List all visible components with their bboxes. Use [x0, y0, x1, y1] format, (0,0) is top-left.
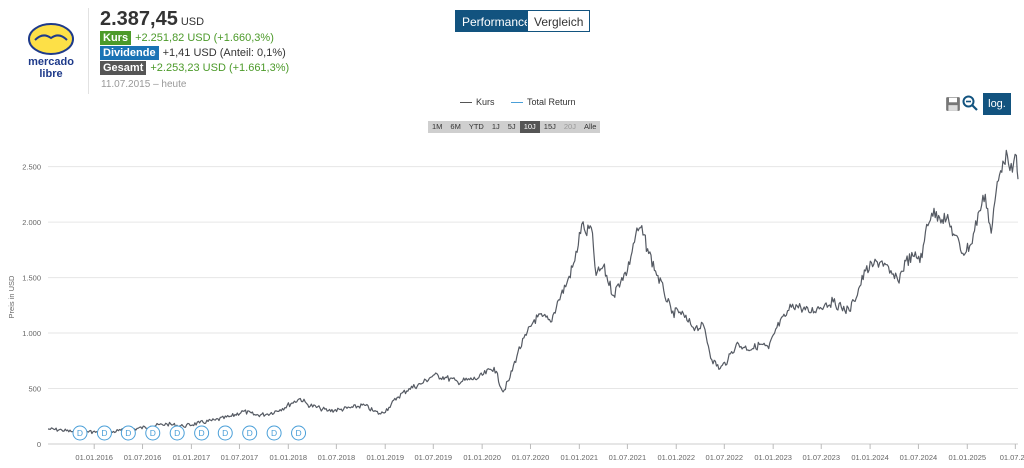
logo: mercado libre — [28, 23, 74, 80]
period-label: 11.07.2015 – heute — [101, 79, 187, 90]
dividend-marker[interactable] — [145, 425, 161, 441]
logo-text-2: libre — [39, 68, 62, 80]
legend-total-return[interactable]: Total Return — [511, 97, 576, 107]
x-tick-label: 01.07.2022 — [706, 453, 744, 462]
x-tick-label: 01.01.2025 — [949, 453, 987, 462]
range-button-15j[interactable]: 15J — [543, 122, 556, 131]
current-price: 2.387,45 USD — [100, 8, 205, 30]
range-button-1j[interactable]: 1J — [491, 122, 500, 131]
x-tick-label: 01.01.2020 — [463, 453, 501, 462]
dividend-marker-label: D — [125, 428, 131, 438]
y-tick-label: 2.000 — [22, 218, 41, 227]
log-scale-button[interactable]: log. — [983, 93, 1011, 115]
dividend-marker-label: D — [77, 428, 83, 438]
x-tick-label: 01.01.2017 — [173, 453, 211, 462]
performance-button[interactable]: Performance — [455, 10, 538, 32]
dividende-badge: Dividende — [100, 46, 159, 60]
dividend-marker[interactable] — [72, 425, 88, 441]
x-tick-label: 01.07.2020 — [512, 453, 550, 462]
kurs-series-line — [47, 149, 1019, 436]
x-tick-label: 01.07.2019 — [415, 453, 453, 462]
dividende-row: Dividende +1,41 USD (Anteil: 0,1%) — [100, 46, 286, 60]
dividend-marker-label: D — [101, 428, 107, 438]
range-button-6m[interactable]: 6M — [450, 122, 461, 131]
price-currency: USD — [180, 16, 205, 28]
dividend-marker[interactable] — [194, 425, 210, 441]
range-button-ytd[interactable]: YTD — [468, 122, 484, 131]
vergleich-button[interactable]: Vergleich — [527, 10, 591, 32]
logo-hands — [34, 34, 68, 41]
range-selector: 1M 6M YTD 1J 5J 10J 15J 20J Alle — [428, 121, 601, 133]
y-tick-label: 2.500 — [22, 163, 41, 172]
y-tick-label: 1.000 — [22, 329, 41, 338]
dividend-marker-label: D — [199, 428, 205, 438]
y-tick-label: 1.500 — [22, 274, 41, 283]
dividend-marker-label: D — [150, 428, 156, 438]
gesamt-value: +2.253,23 USD (+1.661,3%) — [150, 62, 290, 74]
range-button-1m[interactable]: 1M — [432, 122, 443, 131]
dividend-marker-label: D — [247, 428, 253, 438]
kurs-row: Kurs +2.251,82 USD (+1.660,3%) — [100, 31, 274, 45]
x-tick-label: 01.01.2016 — [75, 453, 113, 462]
range-button-5j[interactable]: 5J — [507, 122, 516, 131]
kurs-badge: Kurs — [100, 31, 132, 45]
range-button-10j[interactable]: 10J — [519, 121, 540, 133]
y-tick-label: 500 — [28, 385, 41, 394]
x-tick-label: 01.07.2... — [1000, 453, 1024, 462]
kurs-value: +2.251,82 USD (+1.660,3%) — [135, 32, 274, 44]
dividend-marker-label: D — [271, 428, 277, 438]
y-tick-label: 0 — [37, 440, 41, 449]
x-tick-label: 01.07.2016 — [124, 453, 162, 462]
dividend-marker[interactable] — [291, 425, 307, 441]
header-divider — [88, 8, 89, 94]
dividende-value: +1,41 USD (Anteil: 0,1%) — [162, 47, 286, 59]
x-tick-label: 01.01.2019 — [366, 453, 404, 462]
zoom-out-icon[interactable] — [962, 95, 978, 111]
range-button-alle[interactable]: Alle — [583, 122, 597, 131]
dividend-marker-label: D — [295, 428, 301, 438]
dividend-marker[interactable] — [242, 425, 258, 441]
x-tick-label: 01.07.2017 — [221, 453, 259, 462]
x-tick-label: 01.01.2021 — [561, 453, 599, 462]
x-tick-label: 01.07.2024 — [900, 453, 938, 462]
chart-legend: Kurs Total Return — [460, 97, 590, 107]
x-tick-label: 01.07.2023 — [802, 453, 840, 462]
y-axis-label: Preis in USD — [7, 275, 16, 319]
dividend-marker-label: D — [222, 428, 228, 438]
dividend-marker[interactable] — [169, 425, 185, 441]
save-icon[interactable] — [945, 96, 961, 112]
range-button-20j: 20J — [563, 122, 576, 131]
dividend-marker[interactable] — [266, 425, 282, 441]
dividend-marker[interactable] — [120, 425, 136, 441]
x-tick-label: 01.01.2023 — [754, 453, 792, 462]
dividend-marker[interactable] — [217, 425, 233, 441]
gesamt-row: Gesamt +2.253,23 USD (+1.661,3%) — [100, 61, 289, 75]
x-tick-label: 01.01.2022 — [657, 453, 695, 462]
x-tick-label: 01.01.2024 — [851, 453, 889, 462]
x-tick-label: 01.07.2018 — [318, 453, 356, 462]
x-tick-label: 01.01.2018 — [270, 453, 308, 462]
dividend-marker[interactable] — [96, 425, 112, 441]
logo-text-1: mercado — [28, 56, 74, 68]
legend-kurs[interactable]: Kurs — [460, 97, 495, 107]
gesamt-badge: Gesamt — [100, 61, 147, 75]
x-tick-label: 01.07.2021 — [609, 453, 647, 462]
dividend-marker-label: D — [174, 428, 180, 438]
